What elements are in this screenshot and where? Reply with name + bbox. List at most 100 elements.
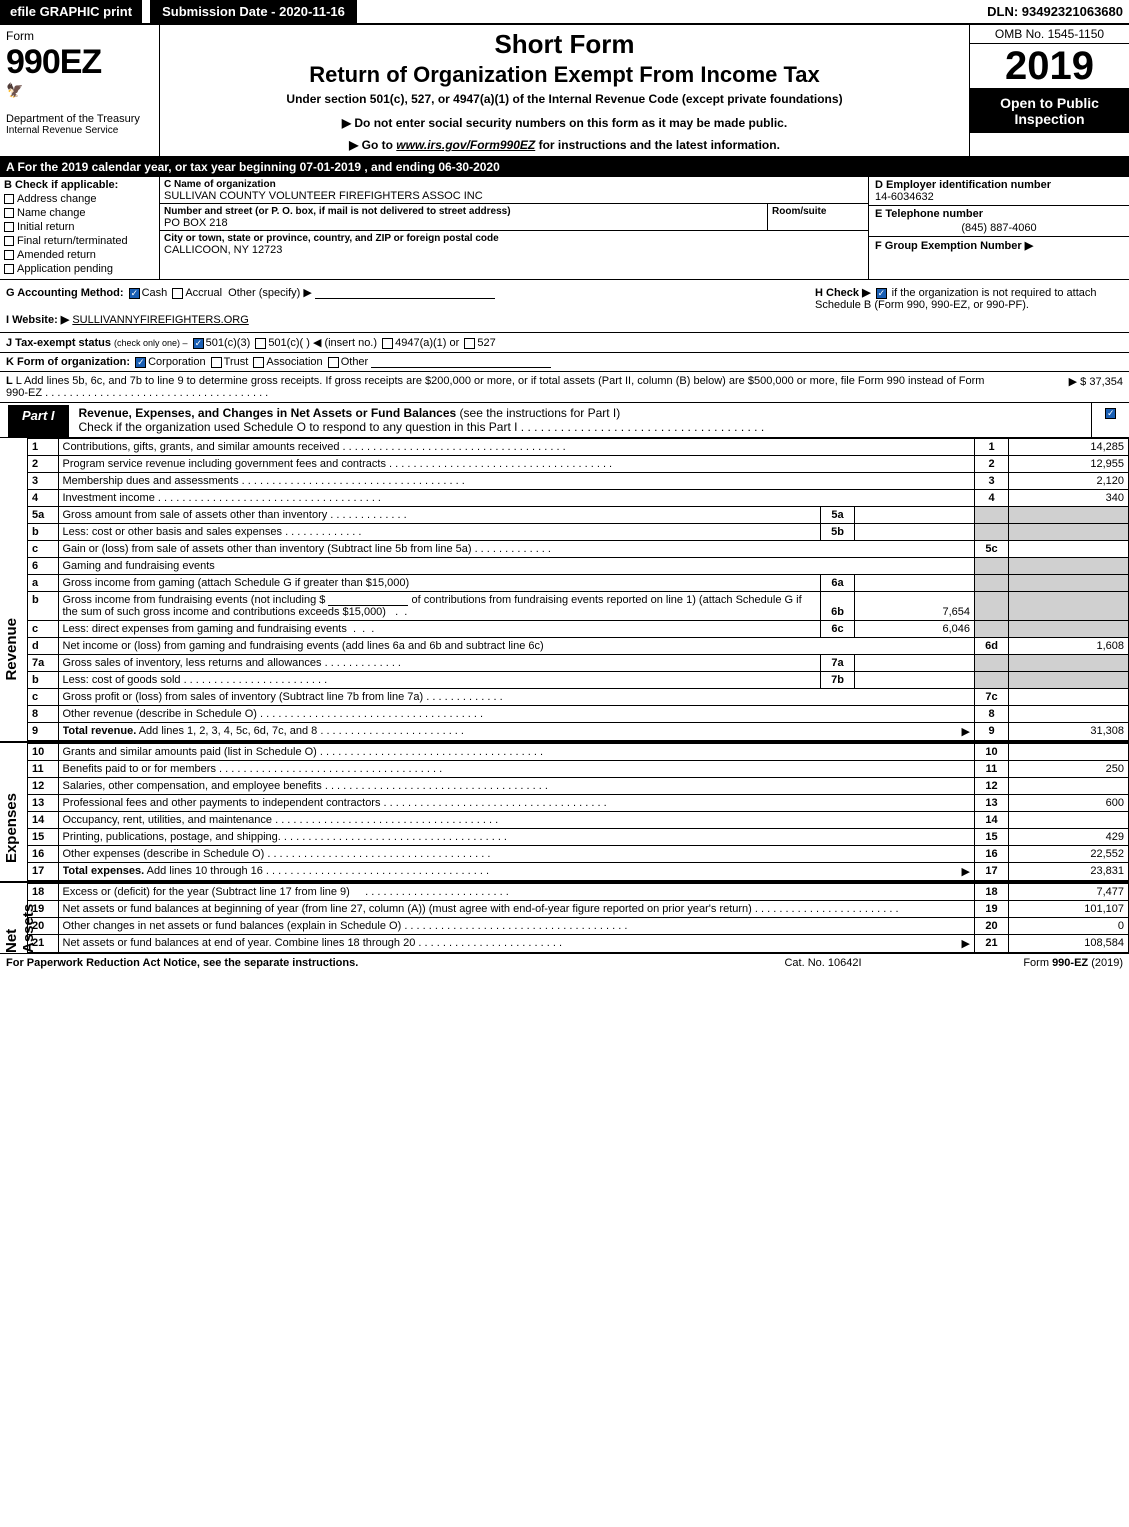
chk-amended-return[interactable]: Amended return	[4, 249, 155, 261]
g-label: G Accounting Method:	[6, 287, 124, 299]
box-e: E Telephone number (845) 887-4060	[869, 206, 1129, 237]
h-label: H Check ▶	[815, 287, 871, 299]
efile-print-button[interactable]: efile GRAPHIC print	[0, 0, 142, 23]
website-link[interactable]: SULLIVANNYFIREFIGHTERS.ORG	[72, 314, 248, 326]
line-7c: c Gross profit or (loss) from sales of i…	[28, 689, 1129, 706]
short-form-title: Short Form	[166, 29, 963, 60]
box-h: H Check ▶ if the organization is not req…	[809, 280, 1129, 332]
line-6: 6 Gaming and fundraising events	[28, 558, 1129, 575]
street-row: Number and street (or P. O. box, if mail…	[160, 204, 868, 231]
line-17: 17 Total expenses. Add lines 10 through …	[28, 863, 1129, 881]
line-4: 4 Investment income 4 340	[28, 490, 1129, 507]
header-right: OMB No. 1545-1150 2019 Open to Public In…	[969, 25, 1129, 156]
line-6a: a Gross income from gaming (attach Sched…	[28, 575, 1129, 592]
part1-header: Part I Revenue, Expenses, and Changes in…	[0, 403, 1129, 438]
footer-form-ref: Form 990-EZ (2019)	[923, 957, 1123, 969]
part1-schedule-o-check[interactable]	[1091, 403, 1129, 437]
chk-application-pending[interactable]: Application pending	[4, 263, 155, 275]
chk-corporation[interactable]	[135, 357, 146, 368]
irs-label: Internal Revenue Service	[6, 125, 153, 136]
street-label: Number and street (or P. O. box, if mail…	[164, 206, 511, 217]
chk-501c[interactable]	[255, 338, 266, 349]
line-20: 20 Other changes in net assets or fund b…	[28, 918, 1129, 935]
box-b-title: B Check if applicable:	[4, 179, 155, 191]
tax-year: 2019	[970, 44, 1129, 89]
line-7a: 7a Gross sales of inventory, less return…	[28, 655, 1129, 672]
line-6c: c Less: direct expenses from gaming and …	[28, 621, 1129, 638]
checkbox-icon	[4, 208, 14, 218]
chk-501c3[interactable]	[193, 338, 204, 349]
ein-label: D Employer identification number	[875, 179, 1051, 191]
chk-cash[interactable]	[129, 288, 140, 299]
checkbox-icon	[4, 250, 14, 260]
k-label: K Form of organization:	[6, 356, 130, 368]
omb-number: OMB No. 1545-1150	[970, 25, 1129, 44]
chk-final-return[interactable]: Final return/terminated	[4, 235, 155, 247]
line-i: I Website: ▶ SULLIVANNYFIREFIGHTERS.ORG	[6, 313, 803, 326]
expenses-stub: Expenses	[0, 743, 28, 881]
line-3: 3 Membership dues and assessments 3 2,12…	[28, 473, 1129, 490]
chk-schedule-b-not-required[interactable]	[876, 288, 887, 299]
group-exemption-label: F Group Exemption Number ▶	[875, 240, 1033, 252]
l-amount: ▶ $ 37,354	[1003, 375, 1123, 399]
chk-name-change[interactable]: Name change	[4, 207, 155, 219]
dln-label: DLN: 93492321063680	[987, 4, 1129, 19]
netassets-vlabel: Net Assets	[3, 893, 37, 953]
phone-label: E Telephone number	[875, 208, 983, 220]
irs-link[interactable]: www.irs.gov/Form990EZ	[396, 138, 535, 152]
room-label: Room/suite	[772, 206, 826, 217]
line-1: 1 Contributions, gifts, grants, and simi…	[28, 439, 1129, 456]
box-d: D Employer identification number 14-6034…	[869, 177, 1129, 206]
chk-initial-return[interactable]: Initial return	[4, 221, 155, 233]
line-5c: c Gain or (loss) from sale of assets oth…	[28, 541, 1129, 558]
part1-title: Revenue, Expenses, and Changes in Net As…	[75, 403, 1091, 437]
other-org-input[interactable]	[371, 356, 551, 368]
revenue-lines: 1 Contributions, gifts, grants, and simi…	[28, 438, 1129, 741]
other-method-input[interactable]	[315, 287, 495, 299]
checkbox-icon	[4, 222, 14, 232]
city-label: City or town, state or province, country…	[164, 233, 499, 244]
checkbox-icon	[4, 236, 14, 246]
dept-treasury: Department of the Treasury	[6, 113, 153, 125]
box-g-i: G Accounting Method: Cash Accrual Other …	[0, 280, 809, 332]
phone-value: (845) 887-4060	[875, 222, 1123, 234]
line-5b: b Less: cost or other basis and sales ex…	[28, 524, 1129, 541]
open-public-badge: Open to Public Inspection	[970, 89, 1129, 133]
header-left: Form 990EZ 🦅 Department of the Treasury …	[0, 25, 160, 156]
return-title: Return of Organization Exempt From Incom…	[166, 62, 963, 88]
city-value: CALLICOON, NY 12723	[164, 244, 282, 256]
line-5a: 5a Gross amount from sale of assets othe…	[28, 507, 1129, 524]
subtitle: Under section 501(c), 527, or 4947(a)(1)…	[166, 92, 963, 106]
line-16: 16 Other expenses (describe in Schedule …	[28, 846, 1129, 863]
chk-address-change[interactable]: Address change	[4, 193, 155, 205]
irs-eagle-icon: 🦅	[6, 82, 153, 99]
chk-527[interactable]	[464, 338, 475, 349]
org-name-cell: C Name of organization SULLIVAN COUNTY V…	[160, 177, 868, 204]
line-a-tax-year: A For the 2019 calendar year, or tax yea…	[0, 158, 1129, 177]
j-label: J Tax-exempt status	[6, 337, 111, 349]
netassets-lines: 18 Excess or (deficit) for the year (Sub…	[28, 883, 1129, 953]
netassets-stub: Net Assets	[0, 883, 28, 953]
line-13: 13 Professional fees and other payments …	[28, 795, 1129, 812]
goto-post: for instructions and the latest informat…	[539, 138, 780, 152]
revenue-stub: Revenue	[0, 438, 28, 741]
line-6b: b Gross income from fundraising events (…	[28, 592, 1129, 621]
line6b-amount-input[interactable]	[328, 594, 408, 606]
line-10: 10 Grants and similar amounts paid (list…	[28, 744, 1129, 761]
chk-4947a1[interactable]	[382, 338, 393, 349]
city-cell: City or town, state or province, country…	[160, 231, 868, 257]
expenses-lines: 10 Grants and similar amounts paid (list…	[28, 743, 1129, 881]
part1-tab: Part I	[8, 405, 69, 437]
chk-association[interactable]	[253, 357, 264, 368]
checkbox-icon	[4, 194, 14, 204]
line-21: 21 Net assets or fund balances at end of…	[28, 935, 1129, 953]
chk-other-org[interactable]	[328, 357, 339, 368]
gh-row: G Accounting Method: Cash Accrual Other …	[0, 280, 1129, 333]
chk-trust[interactable]	[211, 357, 222, 368]
form-header: Form 990EZ 🦅 Department of the Treasury …	[0, 25, 1129, 158]
street-value: PO BOX 218	[164, 217, 228, 229]
line-15: 15 Printing, publications, postage, and …	[28, 829, 1129, 846]
chk-accrual[interactable]	[172, 288, 183, 299]
checkbox-icon	[1105, 408, 1116, 419]
line-l: L L Add lines 5b, 6c, and 7b to line 9 t…	[0, 372, 1129, 403]
